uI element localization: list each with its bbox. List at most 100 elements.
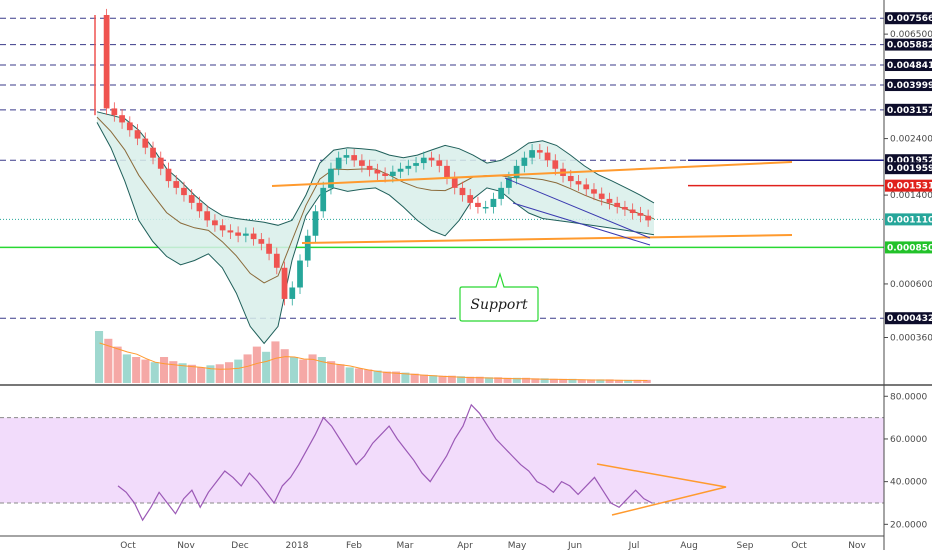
support-callout-shape [459, 271, 539, 322]
rsi-tick-label: 20.0000 [890, 520, 927, 530]
price-candle [188, 195, 195, 203]
volume-bar [317, 357, 326, 383]
price-candle [142, 138, 149, 148]
price-candle [413, 163, 419, 166]
time-tick-label: 2018 [286, 541, 309, 550]
volume-bar [596, 379, 605, 383]
volume-bar [559, 378, 568, 383]
price-tag: 0.00195928 [885, 162, 932, 175]
volume-bar [382, 371, 391, 383]
price-candle [405, 165, 412, 169]
price-tag: 0.00153184 [885, 179, 932, 192]
price-tag-bg [885, 103, 932, 116]
time-tick-label: Jul [628, 541, 640, 550]
time-tick-label: Mar [397, 541, 414, 550]
volume-bar [354, 368, 364, 383]
price-tag-bg [885, 213, 932, 226]
price-candles [94, 8, 651, 306]
price-tag-bg [885, 12, 932, 25]
volume-bar [215, 364, 224, 383]
price-candle [544, 152, 551, 161]
price-candle [382, 173, 388, 176]
bollinger-lower-line [96, 122, 655, 345]
price-candle [475, 202, 481, 207]
channel-lower-line [301, 234, 793, 244]
time-tick-label: Nov [177, 541, 195, 550]
volume-bar [299, 359, 308, 383]
price-tag-label: 0.00043270 [887, 314, 932, 324]
volume-bar [262, 351, 271, 383]
volume-bar [150, 362, 159, 383]
volume-bar [95, 331, 104, 383]
bollinger-basis-line [96, 116, 655, 284]
volume-bar [197, 367, 206, 383]
time-tick-label: May [508, 541, 527, 550]
support-callout[interactable]: Support [459, 271, 539, 322]
price-candle [250, 233, 257, 240]
volume-bar [187, 364, 196, 383]
price-tag-label: 0.00195928 [887, 164, 932, 174]
price-candle [513, 165, 520, 178]
price-candle [506, 177, 512, 188]
time-tick-label: Nov [848, 541, 866, 550]
price-candle [436, 160, 443, 166]
volume-bar [522, 377, 531, 383]
price-candle [591, 189, 597, 194]
price-tag: 0.00756626 [885, 12, 932, 25]
price-tag-label: 0.00111057 [887, 215, 932, 225]
price-candle [304, 235, 311, 261]
price-candle [575, 181, 582, 185]
rsi-tick-label: 40.0000 [890, 478, 927, 488]
volume-bar [568, 378, 577, 383]
volume-bars [95, 331, 651, 383]
price-tag: 0.00588274 [885, 38, 932, 51]
volume-bar [642, 379, 651, 383]
price-candle [444, 165, 450, 178]
price-tag-label: 0.00195284 [887, 156, 932, 166]
price-candle [645, 215, 651, 221]
time-tick-label: Jun [567, 541, 582, 550]
volume-ma-line [99, 342, 648, 381]
price-candle [126, 122, 133, 131]
price-candle [204, 211, 211, 221]
price-candle [536, 150, 543, 153]
price-candle [459, 187, 466, 196]
volume-bar [289, 357, 299, 383]
bollinger-upper-line [96, 111, 655, 226]
price-candle [227, 230, 234, 233]
volume-bar [577, 379, 586, 383]
volume-bar [484, 377, 493, 383]
volume-bar [466, 376, 475, 383]
drawn-trendlines [271, 161, 793, 246]
rsi-indicator [0, 403, 884, 522]
rsi-axis-ticks: 80.0000 60.0000 40.0000 20.0000 [884, 392, 927, 530]
price-tag-bg [885, 312, 932, 325]
volume-bar [633, 379, 642, 383]
volume-bar [141, 359, 150, 383]
volume-bar [122, 354, 131, 383]
price-candle [235, 232, 241, 236]
price-tag-bg [885, 59, 932, 72]
price-tag-label: 0.00399948 [887, 81, 932, 91]
price-candle [482, 206, 489, 209]
price-tag-label: 0.00153184 [887, 182, 932, 192]
volume-bar [587, 379, 596, 383]
volume-bar [169, 361, 178, 383]
price-candle [529, 150, 535, 158]
time-tick-label: Apr [457, 541, 473, 550]
price-candle [181, 187, 187, 196]
price-tag-label: 0.00315772 [887, 106, 932, 116]
price-candle [606, 198, 613, 203]
price-axis-ticks: 0.00650000 0.00240000 0.00140000 0.00060000… [884, 30, 932, 343]
price-tags: 0.00756626 0.00588274 0.00484124 0.00399948… [885, 12, 932, 325]
price-candle [165, 168, 172, 182]
price-tag: 0.00399948 [885, 79, 932, 92]
volume-bar [614, 379, 623, 383]
price-candle [366, 165, 373, 170]
price-tag-bg [885, 162, 932, 175]
price-candle [552, 160, 559, 169]
price-candle [397, 168, 404, 172]
price-tick-label: 0.00650000 [890, 30, 932, 40]
